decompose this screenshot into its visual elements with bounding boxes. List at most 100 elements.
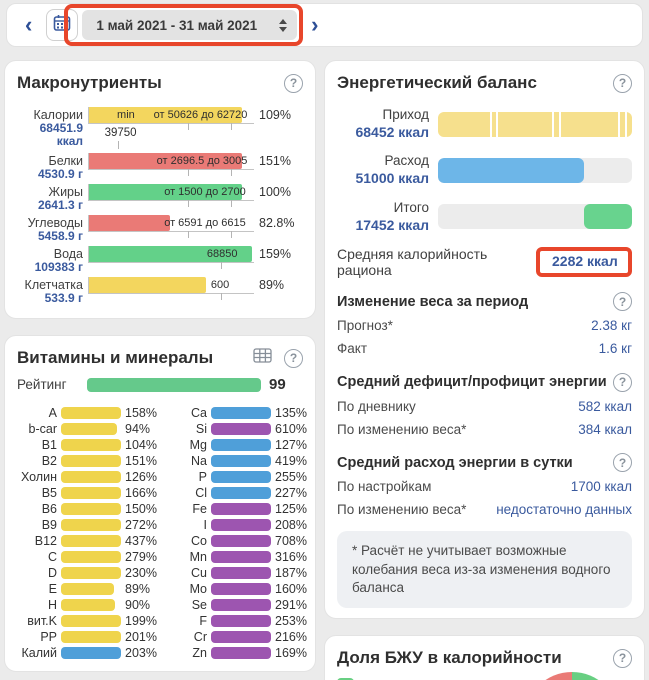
vitamin-row: PP 201% — [17, 629, 157, 645]
macro-bar-track: 68850 — [88, 246, 254, 269]
vitamin-percent: 199% — [125, 614, 157, 628]
stat-row: По настройкам 1700 ккал — [337, 478, 632, 496]
vitamin-bar — [211, 439, 271, 451]
vitamin-label: Cu — [191, 566, 207, 580]
calendar-button[interactable] — [46, 9, 79, 41]
bar-range-label: от 6591 до 6615 — [164, 217, 246, 229]
section-title: Средний дефицит/профицит энергии — [337, 374, 607, 391]
legend-swatch — [337, 678, 354, 680]
vitamin-label: Mg — [189, 438, 207, 452]
vitamin-label: B12 — [34, 534, 57, 548]
help-icon[interactable]: ? — [284, 348, 303, 368]
vitamin-row: b-car 94% — [17, 421, 153, 437]
vitamin-label: Mo — [189, 582, 207, 596]
vitamin-row: B5 166% — [17, 485, 157, 501]
macro-rows: Калории 68451.9 ккал min от 50626 до 62720 3… — [17, 107, 303, 308]
vitamin-label: A — [48, 406, 57, 420]
bar-range-label: от 2696.5 до 3005 — [156, 155, 248, 167]
chevron-left-icon[interactable]: ‹ — [17, 14, 40, 36]
vitamin-bar — [61, 471, 121, 483]
energy-balance-card: Энергетический баланс ? Приход 68452 ккал… — [324, 60, 645, 620]
vitamin-bar — [211, 647, 271, 659]
macro-bar — [89, 246, 253, 262]
macro-label: Калории 68451.9 ккал — [33, 108, 83, 149]
vitamin-percent: 708% — [275, 534, 307, 548]
stat-row: Факт 1.6 кг — [337, 340, 632, 358]
stat-row: Прогноз* 2.38 кг — [337, 317, 632, 335]
rating-value: 99 — [269, 376, 286, 393]
vitamin-bar — [211, 471, 271, 483]
vitamin-label: b-car — [28, 422, 57, 436]
stats-section: Средний расход энергии в сутки? По настро… — [337, 453, 632, 519]
vitamin-bar — [211, 599, 271, 611]
vitamin-row: Co 708% — [167, 533, 307, 549]
vitamin-row: Cu 187% — [167, 565, 307, 581]
vitamin-label: Холин — [20, 470, 57, 484]
vitamin-label: Se — [191, 598, 207, 612]
macro-row: Углеводы 5458.9 г от 6591 до 6615 82.8% — [17, 215, 303, 246]
vitamin-row: Mo 160% — [167, 581, 307, 597]
date-range-select[interactable]: 1 май 2021 - 31 май 2021 — [82, 10, 298, 40]
help-icon[interactable]: ? — [613, 73, 632, 93]
bar-range-label: от 1500 до 2700 — [164, 186, 246, 198]
vitamin-bar — [61, 407, 121, 419]
vitamin-bar — [61, 631, 121, 643]
vitamin-bar — [211, 615, 271, 627]
bar-min-label: min — [117, 109, 135, 121]
vitamin-row: Mn 316% — [167, 549, 307, 565]
rating-bar — [87, 377, 261, 392]
vitamin-percent: 208% — [275, 518, 307, 532]
vitamin-label: Mn — [189, 550, 207, 564]
macro-bar — [89, 107, 243, 123]
vitamin-row: C 279% — [17, 549, 157, 565]
vitamin-bar — [211, 535, 271, 547]
chevron-right-icon[interactable]: › — [303, 14, 326, 36]
vitamin-label: D — [47, 566, 57, 580]
vitamin-row: B9 272% — [17, 517, 157, 533]
stat-value: недостаточно данных — [496, 502, 632, 518]
help-icon[interactable]: ? — [613, 372, 632, 392]
vitamins-col-left: A 158% b-car 94% B1 104% B2 151% Холин 126% B5 166%… — [17, 405, 157, 661]
vitamin-row: B6 150% — [17, 501, 157, 517]
vitamin-row: E 89% — [17, 581, 153, 597]
macro-bar — [89, 153, 243, 169]
vitamin-percent: 126% — [125, 470, 157, 484]
vitamin-percent: 272% — [125, 518, 157, 532]
energy-bars: Приход 68452 ккал Расход 51000 ккал Итого 174… — [337, 107, 632, 234]
vitamin-bar — [61, 647, 121, 659]
stat-value: 1.6 кг — [598, 341, 632, 357]
vitamin-label: Co — [191, 534, 207, 548]
vitamin-label: B9 — [41, 518, 57, 532]
nutrition-dashboard: { "colors": { "yellow": "#f3d65e", "red"… — [0, 3, 649, 680]
avg-calories-value: 2282 ккал — [552, 253, 618, 270]
stat-value: 2.38 кг — [591, 318, 632, 334]
macro-label: Жиры 2641.3 г — [37, 185, 83, 212]
vitamin-percent: 94% — [125, 422, 151, 436]
vitamin-percent: 90% — [125, 598, 151, 612]
macro-percent: 159% — [259, 247, 291, 261]
energy-value: 51000 ккал — [355, 170, 429, 187]
energy-label: Итого — [393, 199, 429, 215]
macro-percent: 100% — [259, 185, 291, 199]
stat-value: 1700 ккал — [570, 479, 632, 494]
date-toolbar: ‹ 1 май 2021 - 31 май 2021 › — [6, 3, 643, 47]
vitamin-row: Se 291% — [167, 597, 307, 613]
vitamins-card: Витамины и минералы ? Рейтинг 99 — [4, 335, 316, 672]
vitamin-bar — [61, 487, 121, 499]
macro-label: Белки 4530.9 г — [37, 154, 83, 181]
stat-label: Факт — [337, 341, 368, 357]
vitamin-percent: 610% — [275, 422, 307, 436]
help-icon[interactable]: ? — [613, 292, 632, 312]
section-title: Средний расход энергии в сутки — [337, 454, 573, 471]
help-icon[interactable]: ? — [613, 648, 632, 668]
macro-percent: 109% — [259, 108, 291, 122]
stat-row: По изменению веса* 384 ккал — [337, 421, 632, 439]
help-icon[interactable]: ? — [613, 453, 632, 472]
vitamin-row: Ca 135% — [167, 405, 307, 421]
table-icon[interactable] — [253, 348, 272, 368]
rating-label: Рейтинг — [17, 377, 67, 392]
vitamin-label: Калий — [21, 646, 58, 660]
help-icon[interactable]: ? — [284, 73, 303, 93]
vitamin-row: Cl 227% — [167, 485, 307, 501]
stat-label: По настройкам — [337, 479, 432, 494]
